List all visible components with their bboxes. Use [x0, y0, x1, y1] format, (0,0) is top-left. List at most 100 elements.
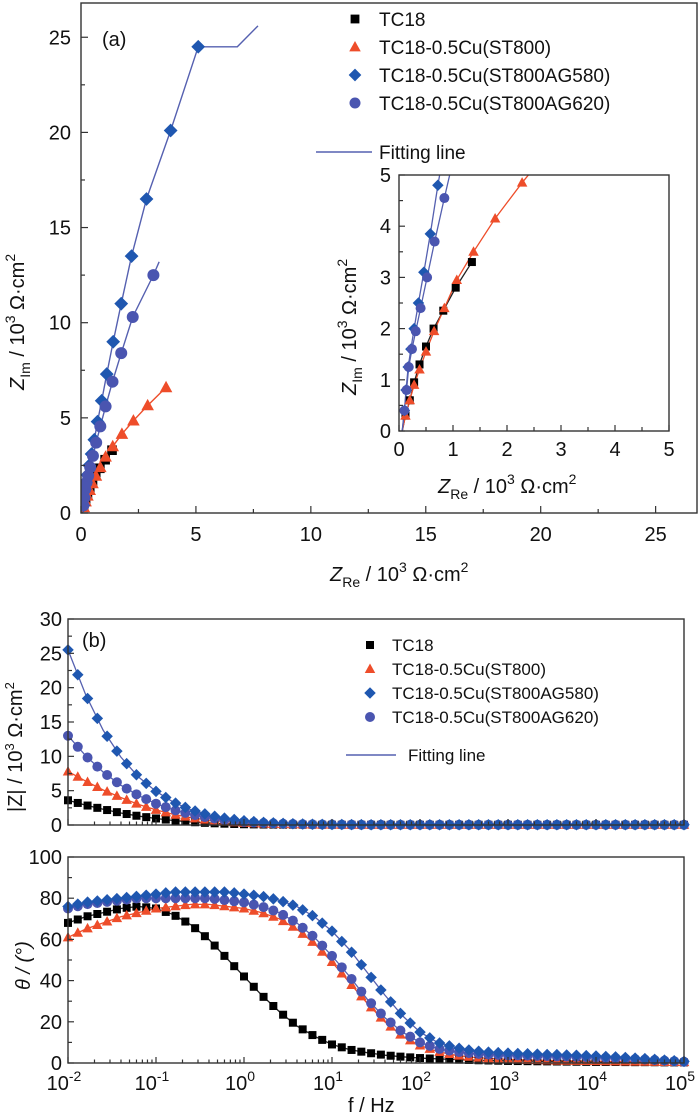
x-tick-label: 10: [300, 524, 322, 546]
phase-marks: [62, 886, 690, 1068]
phase-x-tick-label: 104: [577, 1068, 607, 1095]
legend-label: TC18-0.5Cu(ST800AG620): [392, 708, 599, 727]
nyquist-marks: [81, 25, 259, 513]
modulus-y-tick-label: 20: [40, 678, 62, 700]
inset-x-title-unit-sup: 2: [569, 471, 577, 487]
legend-label: TC18-0.5Cu(ST800AG580): [379, 66, 610, 87]
modulus-data-point: [132, 811, 141, 820]
phase-data-point: [228, 901, 240, 912]
phase-data-point: [345, 946, 358, 958]
modulus-y-tick-label: 0: [51, 815, 62, 837]
phase-data-point: [111, 912, 123, 923]
phase-fit-line: [67, 897, 685, 1063]
modulus-data-point: [92, 781, 103, 792]
phase-data-point: [219, 900, 230, 911]
panel-label-b: (b): [82, 630, 106, 652]
phase-data-point: [384, 996, 397, 1008]
phase-data-point: [405, 1031, 416, 1042]
x-tick-label: 0: [75, 524, 86, 546]
modulus-data-point: [199, 808, 211, 820]
y-tick-label: 20: [49, 122, 71, 144]
phase-data-point: [170, 900, 181, 911]
phase-data-point: [287, 915, 298, 926]
inset-data-point: [403, 362, 414, 372]
nyquist-x-axis-title: ZRe / 103 Ω·cm2: [329, 559, 469, 590]
modulus-data-point: [296, 818, 309, 830]
inset-ticks: 0 1 2 3 4 5 0 1 2 3 4 5: [380, 165, 675, 461]
tick-base: 10: [401, 1073, 423, 1095]
x-title-unit-sup: 2: [461, 559, 469, 575]
phase-data-point: [103, 907, 112, 916]
phase-data-point: [580, 1049, 592, 1062]
legend-marker: [365, 712, 375, 722]
modulus-y-tick-label: 15: [40, 712, 62, 734]
phase-y-tick-label: 0: [51, 1053, 62, 1075]
modulus-data-point: [150, 785, 162, 798]
modulus-data-point: [142, 813, 151, 822]
legend-marker: [349, 97, 361, 109]
phase-data-point: [228, 887, 240, 899]
inset-data-point: [414, 364, 425, 374]
phase-data-point: [269, 1002, 278, 1011]
modulus-y-tick-label: 25: [40, 643, 62, 665]
phase-data-point: [160, 887, 172, 899]
modulus-data-point: [170, 805, 181, 816]
data-point: [94, 393, 109, 408]
phase-data-point: [160, 901, 172, 912]
phase-data-point: [306, 909, 319, 922]
y-title-sup: 3: [2, 315, 18, 323]
data-point: [99, 450, 112, 462]
modulus-data-point: [72, 771, 84, 781]
phase-x-tick-label: 100: [225, 1068, 255, 1095]
inset-data-point: [439, 193, 450, 204]
data-point: [106, 439, 120, 452]
phase-data-point: [267, 893, 280, 905]
x-title-sup: 3: [399, 559, 407, 575]
modulus-data-point: [160, 791, 172, 804]
modulus-data-point: [122, 810, 131, 819]
inset-data-point: [408, 379, 420, 389]
inset-data-point: [428, 325, 440, 336]
phase-data-point: [91, 895, 104, 907]
phase-data-point: [101, 894, 113, 906]
data-point: [139, 192, 154, 206]
modulus-data-point: [151, 798, 161, 809]
modulus-data-point: [92, 761, 103, 772]
phase-data-point: [297, 922, 308, 933]
inset-data-point: [429, 236, 440, 247]
x-tick-label: 20: [530, 524, 552, 546]
phase-data-point: [268, 905, 279, 916]
phase-x-axis-title: f / Hz: [348, 1095, 395, 1117]
inset-y-tick-label: 1: [380, 370, 391, 392]
data-point: [191, 39, 206, 54]
x-title-unit: Ω·cm: [407, 564, 461, 586]
phase-data-point: [81, 896, 94, 908]
phase-data-point: [424, 1040, 435, 1051]
data-point: [84, 461, 97, 474]
x-tick-label: 5: [190, 524, 201, 546]
inset-y-tick-label: 5: [380, 165, 391, 187]
inset-x-tick-label: 3: [555, 439, 566, 461]
legend-label: TC18: [379, 10, 425, 31]
phase-y-title: θ / (°): [13, 941, 35, 990]
inset-data-point: [468, 246, 479, 256]
phase-data-point: [375, 1008, 386, 1019]
y-title-unit-sup: 2: [2, 254, 18, 262]
modulus-data-point: [179, 801, 192, 814]
phase-data-point: [240, 972, 248, 981]
phase-data-point: [307, 930, 318, 941]
inset-data-point: [399, 405, 410, 416]
phase-data-point: [277, 915, 289, 926]
phase-data-point: [180, 893, 191, 904]
modulus-data-point: [93, 803, 102, 812]
phase-data-point: [346, 979, 357, 989]
y-tick-label: 15: [49, 218, 71, 240]
data-point: [159, 380, 173, 393]
y-title-z: Z: [7, 377, 29, 391]
legend-marker: [349, 40, 361, 52]
modulus-data-point: [267, 817, 280, 829]
phase-data-point: [219, 895, 230, 906]
bode-legend: TC18 TC18-0.5Cu(ST800) TC18-0.5Cu(ST800AG5…: [346, 636, 599, 765]
modulus-y-tick-label: 30: [40, 609, 62, 631]
modulus-data-point: [111, 777, 122, 788]
